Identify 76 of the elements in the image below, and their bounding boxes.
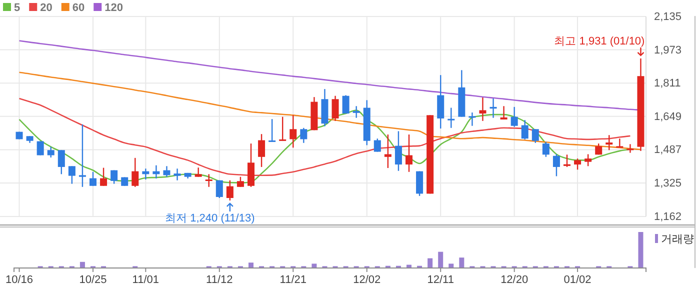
candlestick (468, 112, 476, 126)
candlestick (626, 144, 634, 154)
candlestick (216, 180, 223, 199)
y-tick-label: 2,135 (654, 11, 682, 24)
annotation: 최저 1,240 (11/13) (165, 212, 255, 224)
candlestick (584, 154, 592, 167)
candlestick (174, 168, 181, 181)
candlestick (279, 116, 286, 142)
legend-label: 120 (104, 2, 123, 14)
bar (428, 258, 433, 268)
x-tick-label: 10/25 (79, 274, 107, 286)
legend-label: 거래량 (661, 234, 694, 246)
candlestick (490, 98, 497, 118)
x-tick-label: 12/20 (500, 274, 528, 286)
candlestick (258, 133, 266, 168)
candlestick (300, 127, 308, 144)
candlestick (332, 95, 339, 122)
candlestick (394, 130, 402, 172)
candlestick (205, 174, 212, 188)
x-tick-label: 11/21 (280, 274, 306, 286)
candlestick (226, 180, 234, 202)
x-tick-label: 12/02 (353, 274, 381, 286)
legend-label: 60 (72, 2, 85, 14)
x-tick-label: 11/12 (206, 274, 233, 286)
bar (248, 262, 254, 268)
candlestick (542, 141, 550, 158)
candlestick (374, 138, 381, 152)
y-tick-label: 1,973 (654, 44, 682, 56)
candlestick (437, 74, 444, 130)
candlestick (68, 166, 76, 184)
candlestick (479, 96, 486, 122)
candlestick (194, 166, 202, 178)
candlestick (384, 134, 392, 169)
candlestick (342, 94, 350, 114)
bar (459, 258, 464, 268)
y-tick-label: 1,649 (654, 110, 682, 123)
y-tick-label: 1,811 (654, 78, 681, 90)
candlestick (406, 134, 412, 172)
candlestick (500, 106, 508, 120)
x-tick-label: 10/16 (6, 274, 34, 286)
bar (312, 264, 317, 268)
bar (438, 252, 444, 268)
candlestick (521, 119, 528, 140)
x-tick-label: 01/02 (564, 274, 592, 286)
bar (638, 232, 644, 268)
candlestick (58, 150, 65, 175)
candlestick (236, 176, 244, 188)
candlestick (564, 154, 570, 168)
candlestick (100, 167, 108, 186)
bar (448, 264, 454, 268)
candlestick (290, 114, 297, 148)
candlestick (78, 124, 86, 188)
candlestick (510, 106, 518, 128)
y-tick-label: 1,325 (654, 178, 682, 190)
candlestick (248, 142, 254, 188)
candlestick (163, 166, 170, 178)
legend-label: 20 (40, 2, 52, 14)
candlestick (132, 157, 139, 188)
candlestick (110, 170, 118, 184)
candlestick (416, 170, 424, 197)
candlestick (552, 154, 560, 177)
y-tick-label: 1,487 (654, 144, 682, 156)
candlestick (532, 128, 539, 144)
candlestick (268, 118, 276, 142)
legend-label: 5 (14, 2, 20, 14)
x-tick-label: 12/11 (427, 274, 454, 286)
x-tick-label: 11/01 (132, 274, 160, 286)
bar (80, 262, 85, 268)
y-tick-label: 1,162 (654, 211, 682, 224)
candlestick (448, 107, 455, 129)
candlestick (574, 158, 582, 170)
candlestick (47, 146, 54, 158)
annotation: 최고 1,931 (01/10) (554, 35, 645, 48)
candlestick (352, 106, 360, 118)
candlestick (606, 134, 613, 151)
candlestick (90, 171, 96, 186)
